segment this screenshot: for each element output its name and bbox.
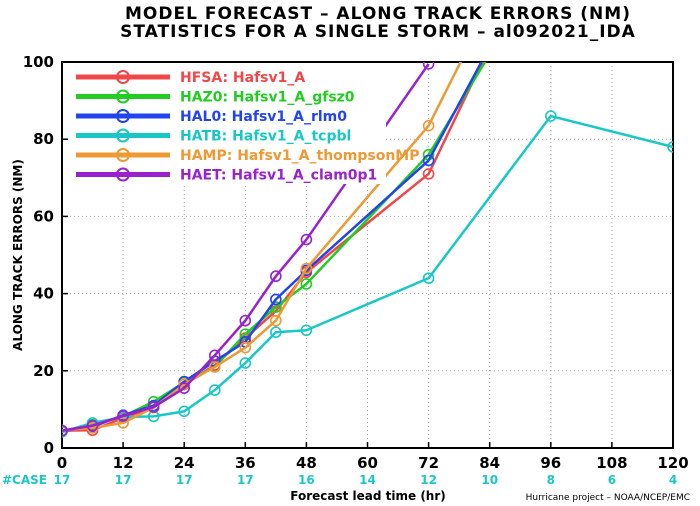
series-line <box>62 63 430 432</box>
case-count: 12 <box>420 473 437 487</box>
x-tick-label: 108 <box>596 454 627 472</box>
x-tick-label: 36 <box>235 454 256 472</box>
x-tick-label: 72 <box>418 454 439 472</box>
chart-title: MODEL FORECAST – ALONG TRACK ERRORS (NM) <box>125 4 631 24</box>
case-count: 17 <box>54 473 71 487</box>
data-point <box>422 154 435 167</box>
series <box>62 62 435 437</box>
x-tick-label: 24 <box>174 454 195 472</box>
case-count: 17 <box>237 473 254 487</box>
plot-area <box>62 62 673 438</box>
case-counts: 17 17 17 17 16 14 12 10 8 6 4 <box>54 473 678 487</box>
legend-item: HAET: Hafsv1_A_clam0p1 <box>76 167 377 184</box>
case-count: 17 <box>115 473 132 487</box>
legend-item: HFSA: Hafsv1_A <box>76 70 305 86</box>
data-point <box>178 405 190 418</box>
data-point <box>117 417 129 429</box>
legend-swatch-marker <box>116 148 130 162</box>
case-count: 10 <box>481 473 498 487</box>
y-tick-label: 80 <box>33 130 54 148</box>
x-tick-label: 60 <box>357 454 378 472</box>
data-point <box>422 168 435 180</box>
legend-box <box>68 66 386 184</box>
y-tick-label: 0 <box>44 439 54 457</box>
data-point <box>422 272 435 284</box>
legend-label: HATB: Hafsv1_A_tcpbl <box>180 129 351 145</box>
data-point <box>300 233 313 246</box>
data-point <box>117 410 129 422</box>
legend-item: HAMP: Hafsv1_A_thompsonMP <box>76 148 420 164</box>
data-point <box>62 424 68 437</box>
case-count: 14 <box>359 473 376 487</box>
legend-item: HATB: Hafsv1_A_tcpbl <box>76 128 351 145</box>
y-axis-ticks: 0 20 40 60 80 100 <box>23 53 68 457</box>
legend-item: HAL0: Hafsv1_A_rlm0 <box>76 109 347 125</box>
x-tick-label: 48 <box>296 454 317 472</box>
legend-swatch-marker <box>116 167 130 182</box>
case-count: 17 <box>176 473 193 487</box>
x-tick-label: 12 <box>113 454 134 472</box>
legend-label: HAET: Hafsv1_A_clam0p1 <box>180 168 377 184</box>
x-tick-label: 96 <box>540 454 561 472</box>
legend-item: HAZ0: Hafsv1_A_gfsz0 <box>76 89 355 106</box>
x-axis-ticks: 0 12 24 36 48 60 72 84 96 108 120 <box>57 442 689 472</box>
legend: HFSA: Hafsv1_A HAZ0: Hafsv1_A_gfsz0 HAL0: … <box>76 70 420 184</box>
legend-swatch-marker <box>116 128 130 143</box>
series-line <box>62 62 463 432</box>
y-tick-label: 60 <box>33 207 54 225</box>
case-count: 4 <box>669 473 677 487</box>
data-point <box>422 119 435 132</box>
data-point <box>270 326 282 339</box>
data-point <box>270 270 282 283</box>
data-point <box>300 262 313 275</box>
y-tick-label: 20 <box>33 362 54 380</box>
legend-swatch-marker <box>116 89 130 104</box>
data-point <box>422 62 435 70</box>
data-point <box>208 349 221 362</box>
data-point <box>208 384 221 396</box>
legend-label: HAZ0: Hafsv1_A_gfsz0 <box>180 90 355 106</box>
legend-label: HAL0: Hafsv1_A_rlm0 <box>180 109 347 125</box>
case-count: 6 <box>608 473 616 487</box>
data-point <box>544 110 557 122</box>
data-point <box>667 141 673 153</box>
y-tick-label: 100 <box>23 53 54 71</box>
data-point <box>300 324 313 337</box>
y-tick-label: 40 <box>33 285 54 303</box>
data-point <box>239 357 252 369</box>
case-count: 16 <box>298 473 315 487</box>
y-axis-label: ALONG TRACK ERRORS (NM) <box>11 159 25 351</box>
case-count: 8 <box>547 473 555 487</box>
data-point <box>178 382 190 394</box>
data-point <box>239 314 252 327</box>
x-axis-label: Forecast lead time (hr) <box>290 489 446 503</box>
data-point <box>86 419 99 432</box>
credit-text: Hurricane project – NOAA/NCEP/EMC <box>526 493 690 503</box>
legend-label: HFSA: Hafsv1_A <box>180 70 305 86</box>
series-group <box>62 62 673 438</box>
data-point <box>208 361 221 373</box>
case-label: #CASE <box>2 473 47 487</box>
chart-subtitle: STATISTICS FOR A SINGLE STORM – al092021… <box>120 22 636 42</box>
legend-swatch-marker <box>116 109 130 123</box>
data-point <box>270 314 282 327</box>
x-tick-label: 120 <box>657 454 688 472</box>
x-tick-label: 0 <box>57 454 67 472</box>
data-point <box>147 401 160 413</box>
data-point <box>270 293 282 306</box>
data-point <box>300 278 313 290</box>
x-tick-label: 84 <box>479 454 500 472</box>
data-point <box>239 341 252 354</box>
legend-swatch-marker <box>116 70 130 84</box>
legend-label: HAMP: Hafsv1_A_thompsonMP <box>180 148 420 164</box>
